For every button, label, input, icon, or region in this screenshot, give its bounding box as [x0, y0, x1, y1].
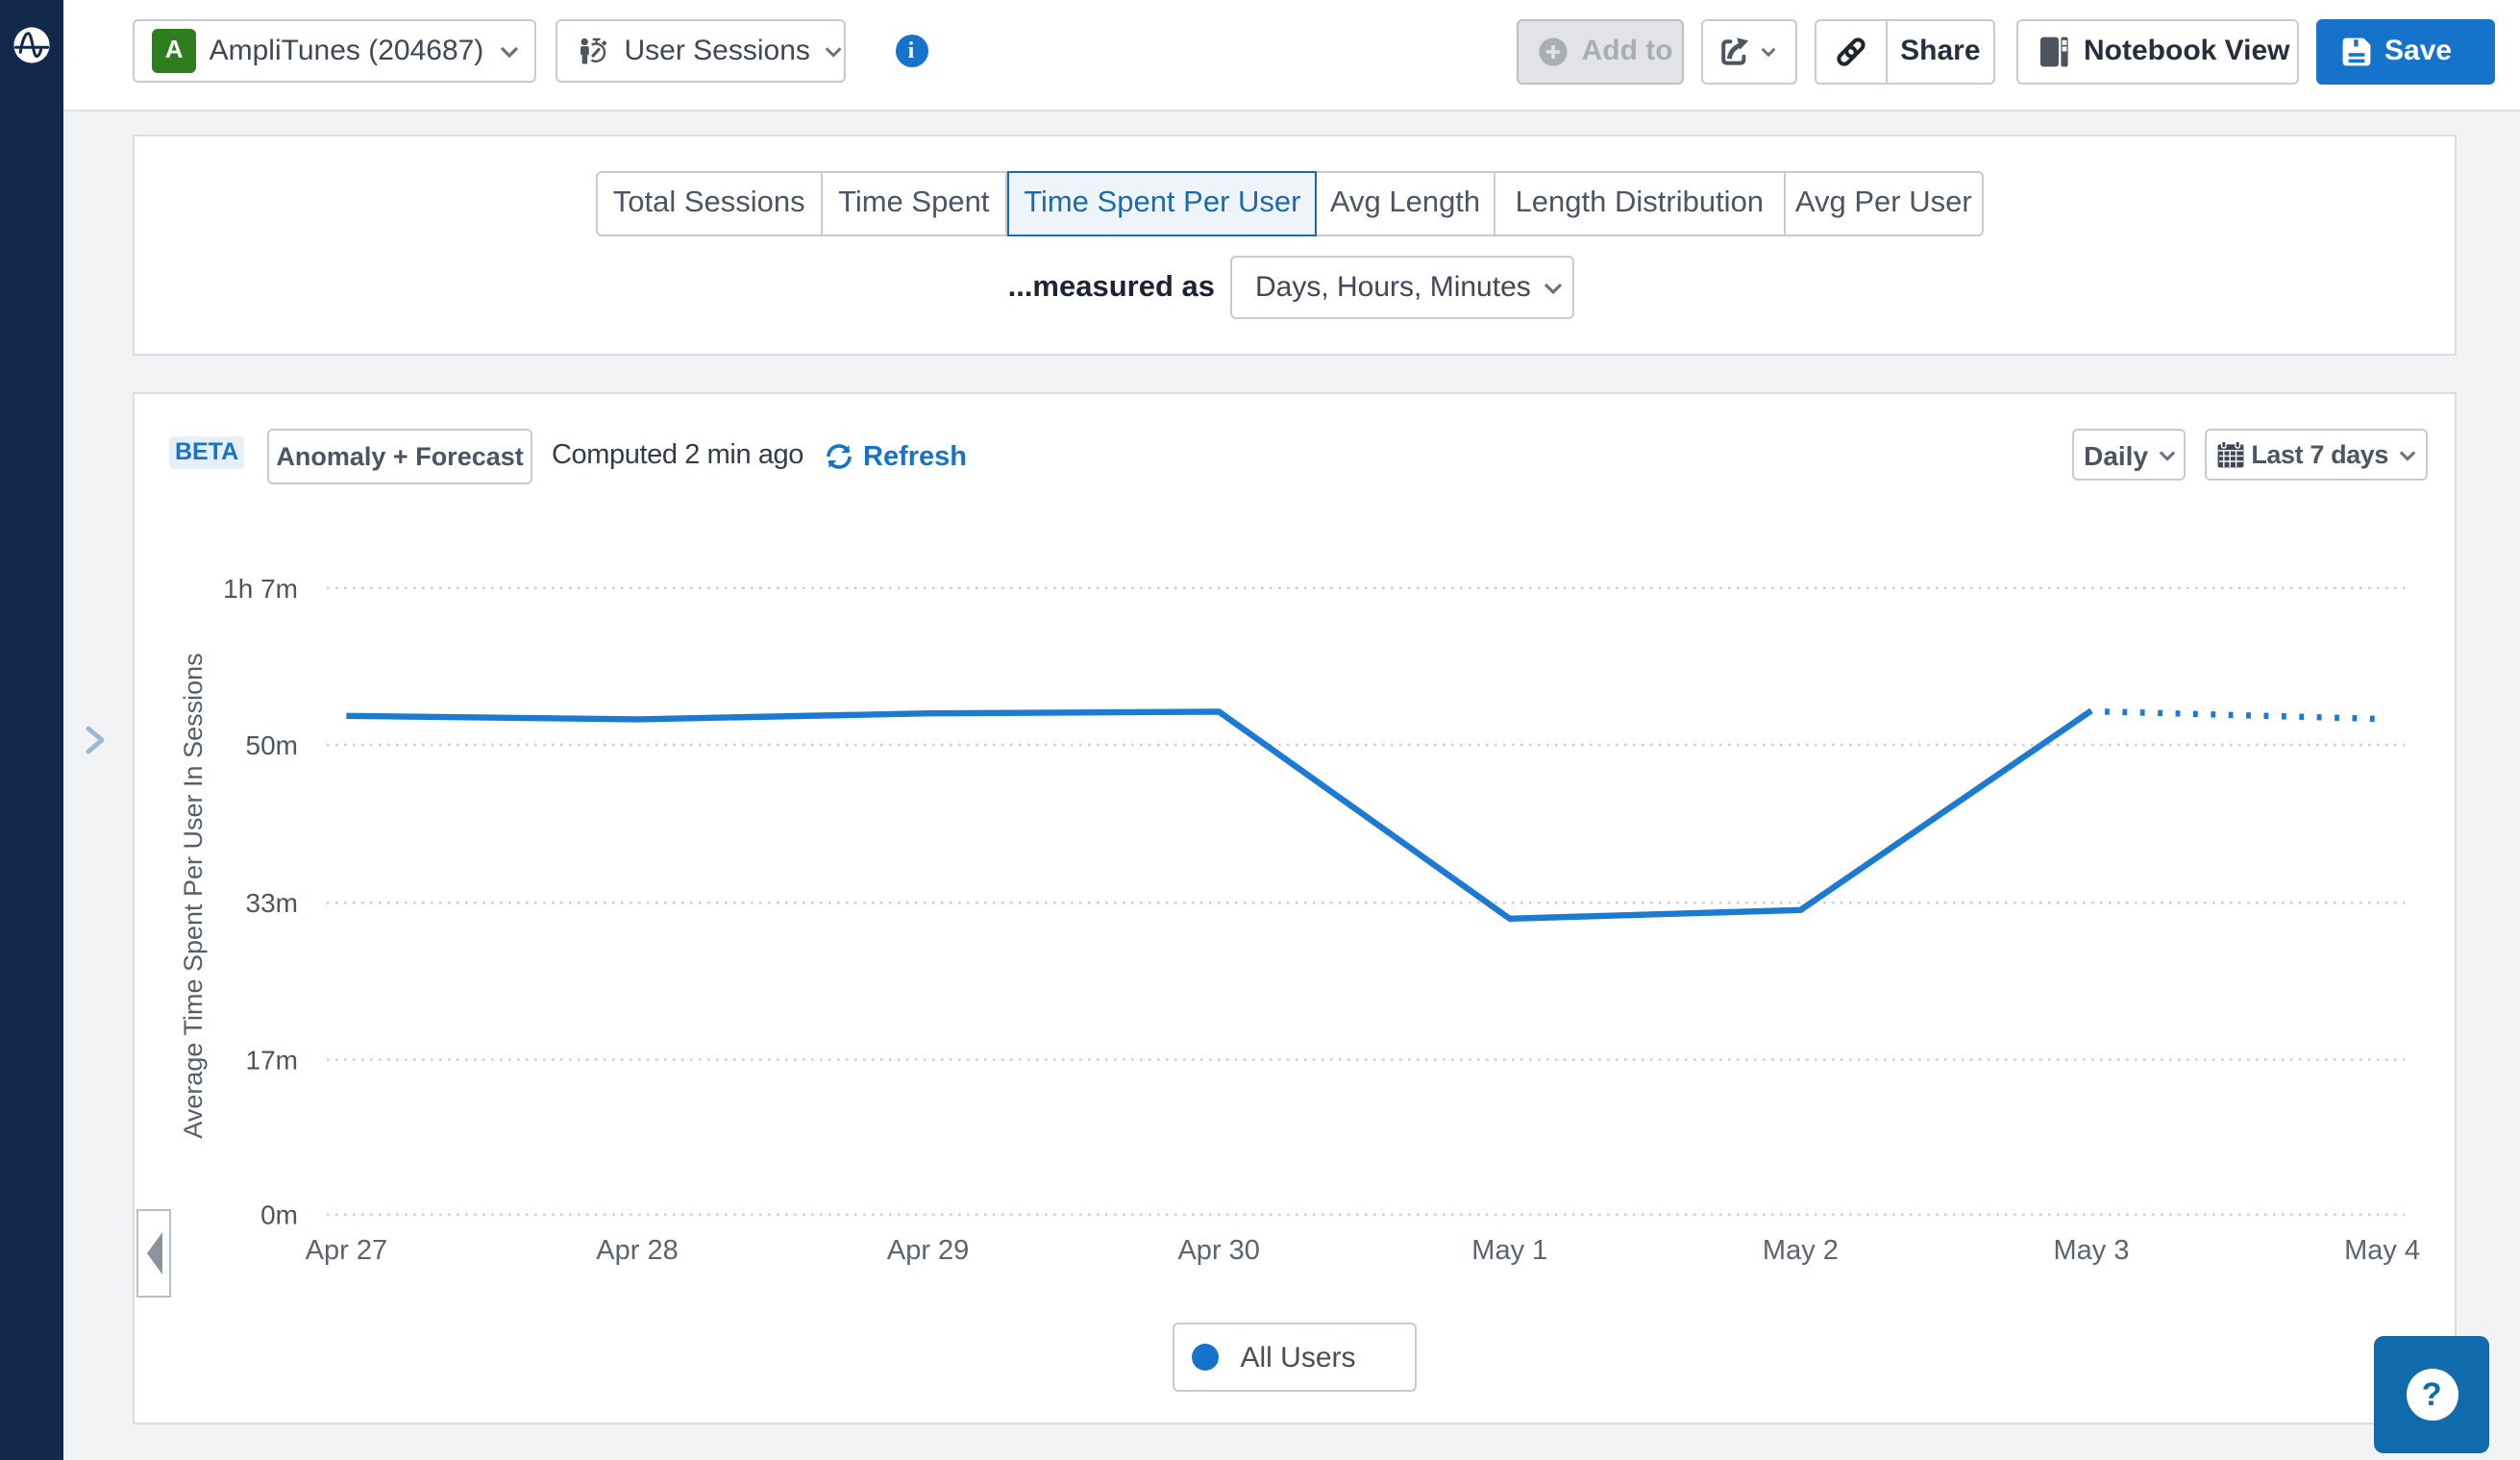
svg-text:0m: 0m — [261, 1200, 299, 1230]
svg-text:Apr 27: Apr 27 — [306, 1235, 387, 1266]
svg-text:Apr 30: Apr 30 — [1178, 1235, 1260, 1266]
svg-text:May 1: May 1 — [1472, 1235, 1548, 1266]
svg-text:Apr 29: Apr 29 — [887, 1235, 969, 1266]
svg-text:May 3: May 3 — [2054, 1235, 2130, 1266]
svg-text:May 4: May 4 — [2345, 1235, 2421, 1266]
svg-text:Apr 28: Apr 28 — [597, 1235, 679, 1266]
svg-text:1h 7m: 1h 7m — [224, 574, 299, 604]
svg-text:17m: 17m — [246, 1046, 298, 1076]
svg-text:33m: 33m — [246, 888, 298, 918]
svg-text:May 2: May 2 — [1763, 1235, 1839, 1266]
svg-text:Average Time Spent Per User In: Average Time Spent Per User In Sessions — [180, 654, 209, 1139]
svg-text:50m: 50m — [246, 730, 298, 760]
